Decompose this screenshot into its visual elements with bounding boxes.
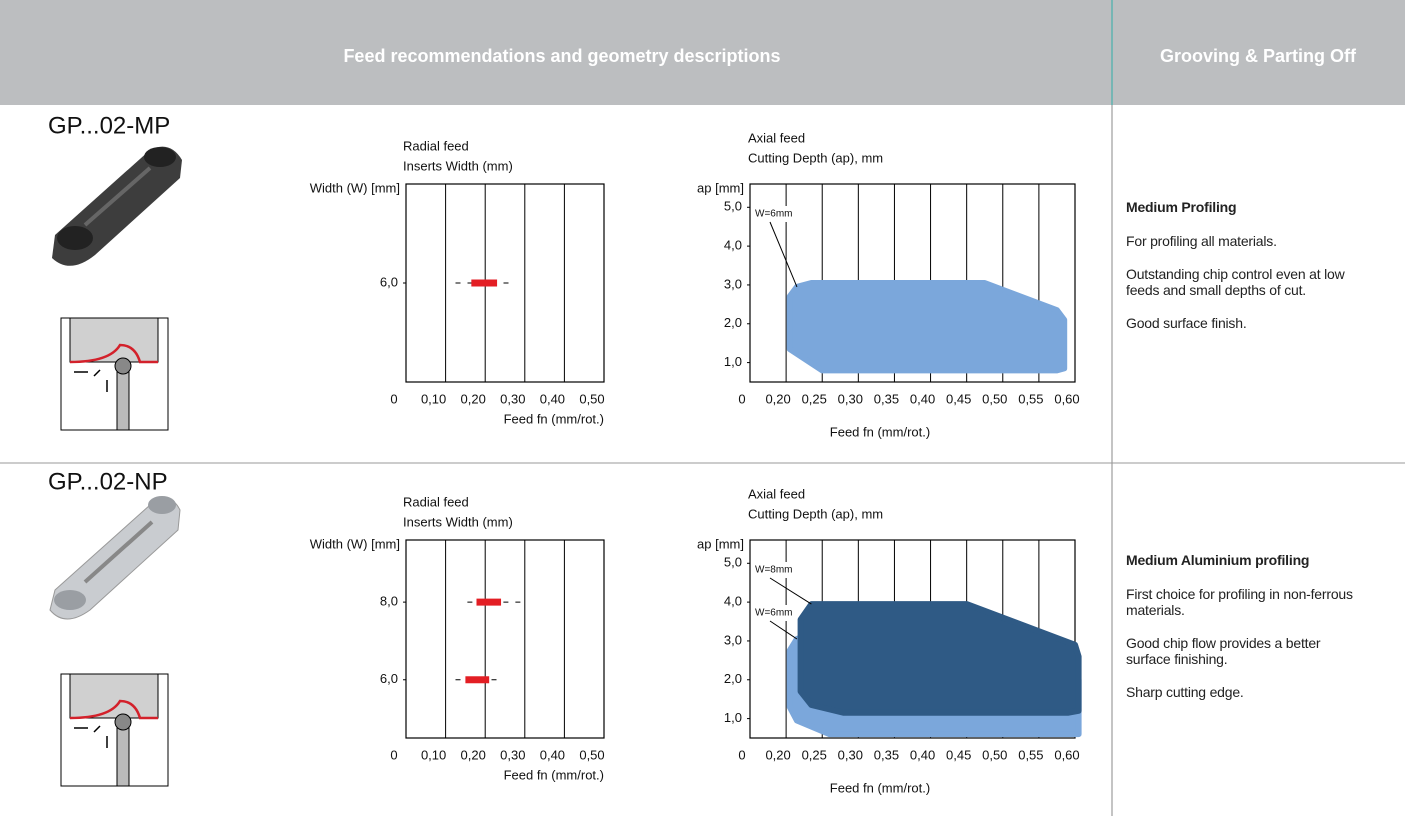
- chart-subtitle: Inserts Width (mm): [403, 514, 513, 529]
- x-tick-label: 0,35: [874, 391, 899, 406]
- chart-title: Radial feed: [403, 138, 469, 153]
- x-tick-label: 0,25: [802, 391, 827, 406]
- description-text: Outstanding chip control even at low fee…: [1126, 266, 1345, 298]
- chart-title: Axial feed: [748, 130, 805, 145]
- x-tick-label: 0,55: [1018, 747, 1043, 762]
- profile-diagram: [60, 673, 169, 787]
- y-tick-label: 4,0: [724, 238, 742, 253]
- x-tick-label: 0,50: [579, 391, 604, 406]
- recommended-bar: [476, 598, 502, 606]
- feed-area: [786, 280, 1068, 374]
- y-axis-label: Width (W) [mm]: [310, 536, 400, 551]
- description: Medium Profiling For profiling all materi…: [1126, 199, 1362, 348]
- x-tick-label: 0: [390, 391, 397, 406]
- x-tick-label: 0,50: [982, 747, 1007, 762]
- y-tick-label: 1,0: [724, 354, 742, 369]
- description-heading: Medium Aluminium profiling: [1126, 552, 1310, 568]
- x-tick-label: 0,50: [982, 391, 1007, 406]
- x-axis-label: Feed fn (mm/rot.): [504, 767, 604, 782]
- y-tick-label: 3,0: [724, 632, 742, 647]
- y-tick-label: 3,0: [724, 276, 742, 291]
- x-tick-label: 0,30: [500, 747, 525, 762]
- label-box: [753, 605, 791, 621]
- description-text: Good surface finish.: [1126, 315, 1247, 331]
- recommended-bar: [465, 676, 490, 684]
- series-label: W=6mm: [755, 209, 793, 220]
- insert-image: [52, 146, 182, 266]
- y-axis-label: Width (W) [mm]: [310, 180, 400, 195]
- chart-title: Axial feed: [748, 486, 805, 501]
- x-tick-label: 0: [738, 747, 745, 762]
- series-label: W=8mm: [755, 565, 793, 576]
- description-text: Good chip flow provides a better surface…: [1126, 635, 1321, 667]
- chart-subtitle: Inserts Width (mm): [403, 158, 513, 173]
- x-axis-label: Feed fn (mm/rot.): [504, 411, 604, 426]
- series-label: W=6mm: [755, 608, 793, 619]
- insert-image: [49, 496, 181, 620]
- x-tick-label: 0,30: [838, 747, 863, 762]
- x-tick-label: 0,40: [910, 747, 935, 762]
- leader-line: [769, 221, 798, 288]
- y-tick-label: 5,0: [724, 555, 742, 570]
- y-tick-label: 5,0: [724, 199, 742, 214]
- x-tick-label: 0,10: [421, 747, 446, 762]
- x-tick-label: 0,20: [461, 391, 486, 406]
- y-axis-label: ap [mm]: [697, 536, 744, 551]
- profile-diagram: [60, 317, 169, 431]
- x-tick-label: 0,45: [946, 747, 971, 762]
- x-axis-label: Feed fn (mm/rot.): [830, 424, 930, 439]
- x-tick-label: 0,40: [540, 391, 565, 406]
- x-tick-label: 0,25: [802, 747, 827, 762]
- description-text: For profiling all materials.: [1126, 233, 1277, 249]
- x-tick-label: 0: [738, 391, 745, 406]
- y-tick-label: 2,0: [724, 671, 742, 686]
- x-axis-label: Feed fn (mm/rot.): [830, 780, 930, 795]
- x-tick-label: 0: [390, 747, 397, 762]
- x-tick-label: 0,60: [1054, 747, 1079, 762]
- x-tick-label: 0,40: [910, 391, 935, 406]
- y-axis-label: ap [mm]: [697, 180, 744, 195]
- label-box: [753, 206, 791, 222]
- plot-frame: [405, 539, 605, 739]
- header-section: Grooving & Parting Off: [1160, 46, 1357, 66]
- x-tick-label: 0,20: [765, 391, 790, 406]
- x-tick-label: 0,20: [765, 747, 790, 762]
- x-tick-label: 0,45: [946, 391, 971, 406]
- x-tick-label: 0,35: [874, 747, 899, 762]
- description-text: First choice for profiling in non-ferrou…: [1126, 586, 1353, 618]
- x-tick-label: 0,55: [1018, 391, 1043, 406]
- chart-title: Radial feed: [403, 494, 469, 509]
- header-title: Feed recommendations and geometry descri…: [343, 46, 780, 66]
- x-tick-label: 0,30: [838, 391, 863, 406]
- description: Medium Aluminium profiling First choice f…: [1126, 552, 1362, 717]
- x-tick-label: 0,50: [579, 747, 604, 762]
- y-tick-label: 6,0: [380, 274, 398, 289]
- leader-line: [769, 620, 798, 640]
- label-box: [753, 562, 791, 578]
- y-tick-label: 8,0: [380, 594, 398, 609]
- x-tick-label: 0,20: [461, 747, 486, 762]
- y-tick-label: 4,0: [724, 594, 742, 609]
- recommended-bar: [471, 279, 498, 287]
- chart-subtitle: Cutting Depth (ap), mm: [748, 506, 883, 521]
- header-band: [0, 0, 1405, 105]
- x-tick-label: 0,60: [1054, 391, 1079, 406]
- y-tick-label: 6,0: [380, 671, 398, 686]
- x-tick-label: 0,40: [540, 747, 565, 762]
- insert-code: GP...02-MP: [48, 112, 170, 139]
- chart-subtitle: Cutting Depth (ap), mm: [748, 150, 883, 165]
- x-tick-label: 0,30: [500, 391, 525, 406]
- description-heading: Medium Profiling: [1126, 199, 1237, 215]
- insert-code: GP...02-NP: [48, 468, 168, 495]
- feed-area: [797, 601, 1082, 716]
- y-tick-label: 2,0: [724, 315, 742, 330]
- x-tick-label: 0,10: [421, 391, 446, 406]
- y-tick-label: 1,0: [724, 710, 742, 725]
- leader-line: [769, 577, 812, 605]
- description-text: Sharp cutting edge.: [1126, 684, 1244, 700]
